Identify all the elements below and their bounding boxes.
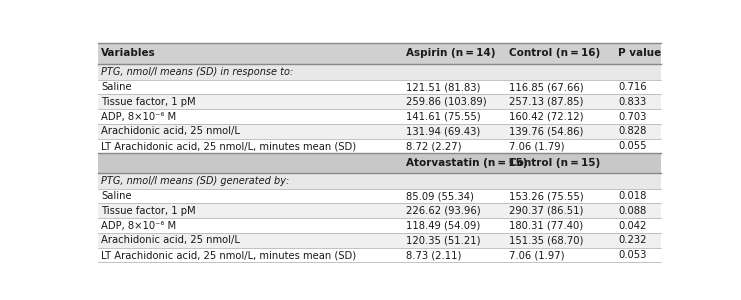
Text: LT Arachidonic acid, 25 nmol/L, minutes mean (SD): LT Arachidonic acid, 25 nmol/L, minutes … [102,250,356,260]
Text: PTG, nmol/l means (SD) generated by:: PTG, nmol/l means (SD) generated by: [102,176,290,186]
Text: 0.716: 0.716 [618,82,647,92]
Text: 121.51 (81.83): 121.51 (81.83) [405,82,480,92]
Text: 0.703: 0.703 [618,112,646,122]
Bar [99,172,661,189]
Text: 0.088: 0.088 [618,206,646,216]
Text: 153.26 (75.55): 153.26 (75.55) [509,191,584,201]
Bar [99,80,661,94]
Text: 131.94 (69.43): 131.94 (69.43) [405,126,480,136]
Text: Control (n = 16): Control (n = 16) [509,48,600,58]
Text: 0.053: 0.053 [618,250,646,260]
Text: 0.018: 0.018 [618,191,646,201]
Text: 116.85 (67.66): 116.85 (67.66) [509,82,584,92]
Text: Atorvastatin (n = 15): Atorvastatin (n = 15) [405,158,527,168]
Text: 7.06 (1.79): 7.06 (1.79) [509,141,565,151]
Text: LT Arachidonic acid, 25 nmol/L, minutes mean (SD): LT Arachidonic acid, 25 nmol/L, minutes … [102,141,356,151]
Text: 151.35 (68.70): 151.35 (68.70) [509,235,583,245]
Bar [99,189,661,203]
Text: 139.76 (54.86): 139.76 (54.86) [509,126,583,136]
Text: 141.61 (75.55): 141.61 (75.55) [405,112,480,122]
Text: 226.62 (93.96): 226.62 (93.96) [405,206,480,216]
Bar [99,109,661,124]
Text: Tissue factor, 1 pM: Tissue factor, 1 pM [102,206,196,216]
Text: 118.49 (54.09): 118.49 (54.09) [405,220,480,231]
Text: Tissue factor, 1 pM: Tissue factor, 1 pM [102,97,196,107]
Text: 290.37 (86.51): 290.37 (86.51) [509,206,583,216]
Bar [99,43,661,64]
Bar [99,94,661,109]
Text: 259.86 (103.89): 259.86 (103.89) [405,97,486,107]
Text: Aspirin (n = 14): Aspirin (n = 14) [405,48,495,58]
Bar [99,203,661,218]
Text: 0.833: 0.833 [618,97,646,107]
Text: Variables: Variables [102,48,156,58]
Text: 0.055: 0.055 [618,141,647,151]
Text: 160.42 (72.12): 160.42 (72.12) [509,112,583,122]
Text: Saline: Saline [102,191,132,201]
Text: Saline: Saline [102,82,132,92]
Text: ADP, 8×10⁻⁶ M: ADP, 8×10⁻⁶ M [102,112,176,122]
Bar [99,124,661,139]
Bar [99,64,661,80]
Text: Arachidonic acid, 25 nmol/L: Arachidonic acid, 25 nmol/L [102,235,240,245]
Text: P value: P value [618,48,661,58]
Bar [99,233,661,248]
Text: Arachidonic acid, 25 nmol/L: Arachidonic acid, 25 nmol/L [102,126,240,136]
Text: 0.232: 0.232 [618,235,647,245]
Text: PTG, nmol/l means (SD) in response to:: PTG, nmol/l means (SD) in response to: [102,67,293,76]
Text: ADP, 8×10⁻⁶ M: ADP, 8×10⁻⁶ M [102,220,176,231]
Bar [99,153,661,172]
Text: 0.042: 0.042 [618,220,646,231]
Text: 85.09 (55.34): 85.09 (55.34) [405,191,473,201]
Text: 0.828: 0.828 [618,126,646,136]
Text: 8.72 (2.27): 8.72 (2.27) [405,141,461,151]
Text: Control (n = 15): Control (n = 15) [509,158,600,168]
Bar [99,248,661,262]
Text: 7.06 (1.97): 7.06 (1.97) [509,250,565,260]
Text: 8.73 (2.11): 8.73 (2.11) [405,250,461,260]
Bar [99,218,661,233]
Bar [99,139,661,153]
Text: 180.31 (77.40): 180.31 (77.40) [509,220,583,231]
Text: 257.13 (87.85): 257.13 (87.85) [509,97,583,107]
Text: 120.35 (51.21): 120.35 (51.21) [405,235,480,245]
